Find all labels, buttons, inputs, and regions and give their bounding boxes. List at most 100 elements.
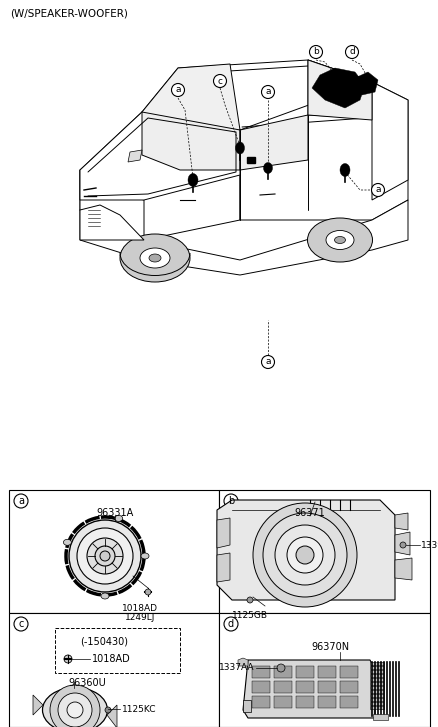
Bar: [339, 696, 357, 708]
Polygon shape: [128, 150, 141, 162]
Bar: [251, 696, 269, 708]
Circle shape: [14, 617, 28, 631]
Circle shape: [145, 589, 151, 595]
Polygon shape: [141, 64, 240, 135]
Bar: [295, 696, 313, 708]
Polygon shape: [216, 553, 230, 582]
Bar: [273, 666, 291, 678]
Circle shape: [58, 693, 92, 727]
Text: d: d: [348, 47, 354, 57]
Text: 1018AD: 1018AD: [122, 604, 158, 613]
Circle shape: [261, 356, 274, 369]
Bar: [369, 698, 383, 701]
Circle shape: [371, 183, 384, 196]
Bar: [273, 681, 291, 693]
Text: 1018AD: 1018AD: [92, 654, 131, 664]
Ellipse shape: [141, 553, 148, 559]
Circle shape: [171, 84, 184, 97]
Circle shape: [50, 685, 100, 727]
Bar: [55, 628, 180, 673]
Circle shape: [223, 617, 237, 631]
Text: a: a: [18, 496, 24, 506]
Circle shape: [276, 664, 284, 672]
Circle shape: [213, 74, 226, 87]
Text: a: a: [175, 86, 180, 95]
Polygon shape: [80, 170, 144, 240]
Text: 96360U: 96360U: [68, 678, 106, 688]
Text: b: b: [312, 47, 318, 57]
Bar: [339, 666, 357, 678]
Text: (-150430): (-150430): [80, 637, 128, 647]
Bar: [369, 662, 383, 665]
Bar: [295, 681, 313, 693]
Bar: [219, 490, 429, 613]
Bar: [9, 613, 219, 727]
Ellipse shape: [263, 163, 272, 174]
Text: c: c: [217, 76, 222, 86]
Ellipse shape: [339, 164, 349, 177]
Circle shape: [95, 546, 115, 566]
Circle shape: [100, 551, 110, 561]
Circle shape: [77, 528, 133, 584]
Bar: [369, 694, 383, 697]
Polygon shape: [394, 532, 409, 555]
Bar: [369, 674, 383, 677]
Ellipse shape: [235, 142, 244, 154]
Polygon shape: [372, 714, 387, 720]
Polygon shape: [141, 112, 240, 170]
Ellipse shape: [42, 688, 107, 727]
Ellipse shape: [63, 539, 71, 545]
Polygon shape: [394, 558, 411, 580]
Circle shape: [262, 513, 346, 597]
Polygon shape: [216, 500, 394, 600]
Circle shape: [252, 503, 356, 607]
Circle shape: [69, 520, 141, 592]
Circle shape: [67, 702, 83, 718]
Bar: [317, 681, 335, 693]
Ellipse shape: [114, 515, 122, 521]
Bar: [369, 702, 383, 705]
Polygon shape: [141, 60, 371, 130]
Bar: [243, 700, 251, 712]
Polygon shape: [371, 82, 407, 200]
Text: 96331A: 96331A: [96, 508, 133, 518]
Bar: [295, 666, 313, 678]
Polygon shape: [216, 518, 230, 548]
Bar: [317, 666, 335, 678]
Text: 1125GB: 1125GB: [231, 611, 267, 620]
Ellipse shape: [187, 174, 198, 187]
Text: c: c: [18, 619, 24, 629]
Text: (W/SPEAKER-WOOFER): (W/SPEAKER-WOOFER): [10, 9, 127, 19]
Text: 96371: 96371: [294, 508, 325, 518]
Bar: [219, 613, 429, 727]
Circle shape: [286, 537, 322, 573]
Polygon shape: [237, 658, 247, 666]
Bar: [369, 666, 383, 669]
Circle shape: [247, 597, 252, 603]
Bar: [369, 690, 383, 693]
Text: d: d: [227, 619, 233, 629]
Polygon shape: [307, 60, 371, 118]
Ellipse shape: [334, 236, 345, 244]
Bar: [369, 686, 383, 689]
Polygon shape: [80, 200, 407, 275]
Circle shape: [274, 525, 334, 585]
Circle shape: [309, 46, 322, 58]
Text: 1339CC: 1339CC: [420, 540, 438, 550]
Polygon shape: [80, 112, 240, 200]
Text: 1337AA: 1337AA: [218, 664, 254, 672]
Text: a: a: [265, 87, 270, 97]
Polygon shape: [307, 60, 371, 120]
Text: 96370N: 96370N: [310, 642, 348, 652]
Polygon shape: [33, 695, 43, 715]
Ellipse shape: [120, 234, 190, 282]
Polygon shape: [240, 115, 307, 170]
Circle shape: [14, 494, 28, 508]
Ellipse shape: [140, 248, 170, 268]
Ellipse shape: [148, 254, 161, 262]
Circle shape: [64, 655, 72, 663]
Bar: [317, 696, 335, 708]
Bar: [9, 490, 219, 613]
Circle shape: [223, 494, 237, 508]
Polygon shape: [80, 205, 144, 240]
